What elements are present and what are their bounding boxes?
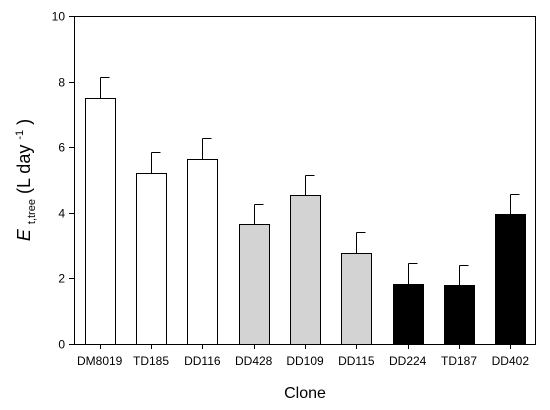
bar-dm8019 bbox=[85, 98, 116, 345]
y-axis-title-unit-open: (L day bbox=[14, 145, 34, 194]
bar-td185 bbox=[136, 173, 167, 345]
x-tick-label: DD115 bbox=[338, 354, 375, 368]
bar-dd428 bbox=[239, 224, 270, 345]
bar-dd115 bbox=[341, 253, 372, 345]
bars-layer bbox=[85, 98, 526, 345]
y-tick-label: 4 bbox=[58, 207, 65, 221]
x-tick-label: TD185 bbox=[133, 354, 169, 368]
y-ticks-layer: 0 2 4 6 8 10 bbox=[52, 10, 74, 352]
bar-dd402 bbox=[495, 214, 526, 345]
bar-td187 bbox=[444, 285, 475, 345]
y-tick-label: 6 bbox=[58, 141, 65, 155]
x-ticks-layer: DM8019 TD185 DD116 DD428 DD109 DD115 DD224 TD18… bbox=[77, 344, 529, 368]
error-bars-layer bbox=[100, 77, 520, 285]
y-axis-title-subscript: t,tree bbox=[26, 199, 38, 224]
y-tick-label: 8 bbox=[58, 76, 65, 90]
x-tick-label: DD109 bbox=[286, 354, 324, 368]
bar-dd224 bbox=[393, 284, 424, 345]
y-axis-title: E t,tree (L day -1 ) bbox=[7, 119, 39, 241]
y-axis-title-unit-sup: -1 bbox=[14, 130, 26, 140]
y-tick-label: 0 bbox=[58, 338, 65, 352]
x-tick-label: DD224 bbox=[389, 354, 427, 368]
x-tick-label: DD402 bbox=[492, 354, 530, 368]
y-axis-title-main: E bbox=[14, 228, 34, 241]
bar-dd116 bbox=[187, 159, 218, 345]
y-tick-label: 10 bbox=[52, 10, 66, 24]
bar-dd109 bbox=[290, 195, 321, 345]
y-axis-title-unit-close: ) bbox=[14, 119, 34, 125]
y-tick-label: 2 bbox=[58, 272, 65, 286]
x-tick-label: DM8019 bbox=[77, 354, 123, 368]
x-tick-label: DD116 bbox=[184, 354, 221, 368]
x-tick-label: TD187 bbox=[441, 354, 477, 368]
x-tick-label: DD428 bbox=[235, 354, 273, 368]
x-axis-title: Clone bbox=[284, 385, 326, 402]
